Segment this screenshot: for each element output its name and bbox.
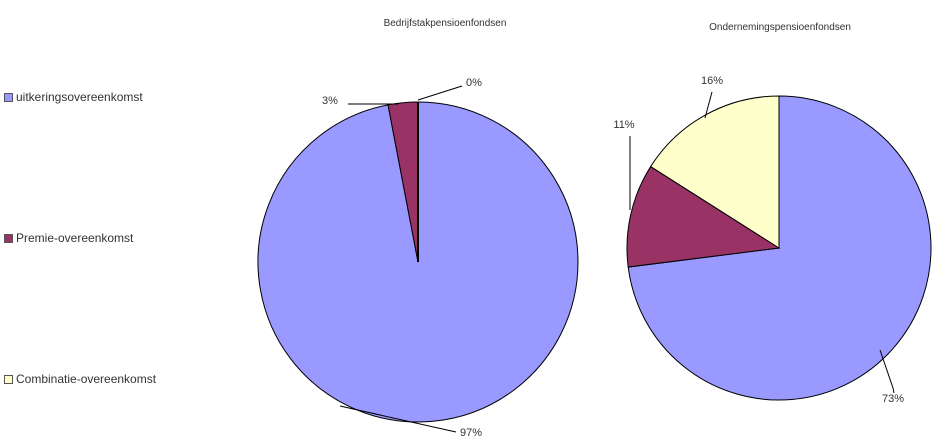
legend-item-combinatie-overeenkomst: Combinatie-overeenkomst [4,372,156,386]
legend-item-uitkeringsovereenkomst: uitkeringsovereenkomst [4,90,143,104]
legend-label-combinatie-overeenkomst: Combinatie-overeenkomst [16,372,157,386]
pie2-leader-combinatie-overeenkomst [704,91,713,119]
legend-swatch-premie-overeenkomst [4,233,13,243]
legend-label-uitkeringsovereenkomst: uitkeringsovereenkomst [16,90,143,104]
pie2-label-combinatie-overeenkomst: 16% [701,75,723,87]
pie2-slice-premie-overeenkomst [626,165,781,268]
legend-swatch-combinatie-overeenkomst [4,374,13,384]
pie1-leader-uitkeringsovereenkomst [339,405,457,433]
pie1-leader-combinatie-overeenkomst [417,85,463,101]
chart-title-ondernemingspensioenfondsen: Ondernemingspensioenfondsen [709,22,851,33]
pie1-label-premie-overeenkomst: 3% [322,95,338,107]
legend-item-premie-overeenkomst: Premie-overeenkomst [4,231,133,245]
pie2-label-uitkeringsovereenkomst: 73% [882,393,904,405]
chart-title-bedrijfstakpensioenfondsen: Bedrijfstakpensioenfondsen [384,18,507,29]
legend-swatch-uitkeringsovereenkomst [4,92,13,102]
pie1-label-combinatie-overeenkomst: 0% [466,77,482,89]
pie2-leader-uitkeringsovereenkomst [879,349,895,394]
pie1-label-uitkeringsovereenkomst: 97% [460,427,482,436]
legend-label-premie-overeenkomst: Premie-overeenkomst [16,231,134,245]
pie2-label-premie-overeenkomst: 11% [613,119,634,131]
legend: uitkeringsovereenkomst Premie-overeenkom… [4,0,264,436]
